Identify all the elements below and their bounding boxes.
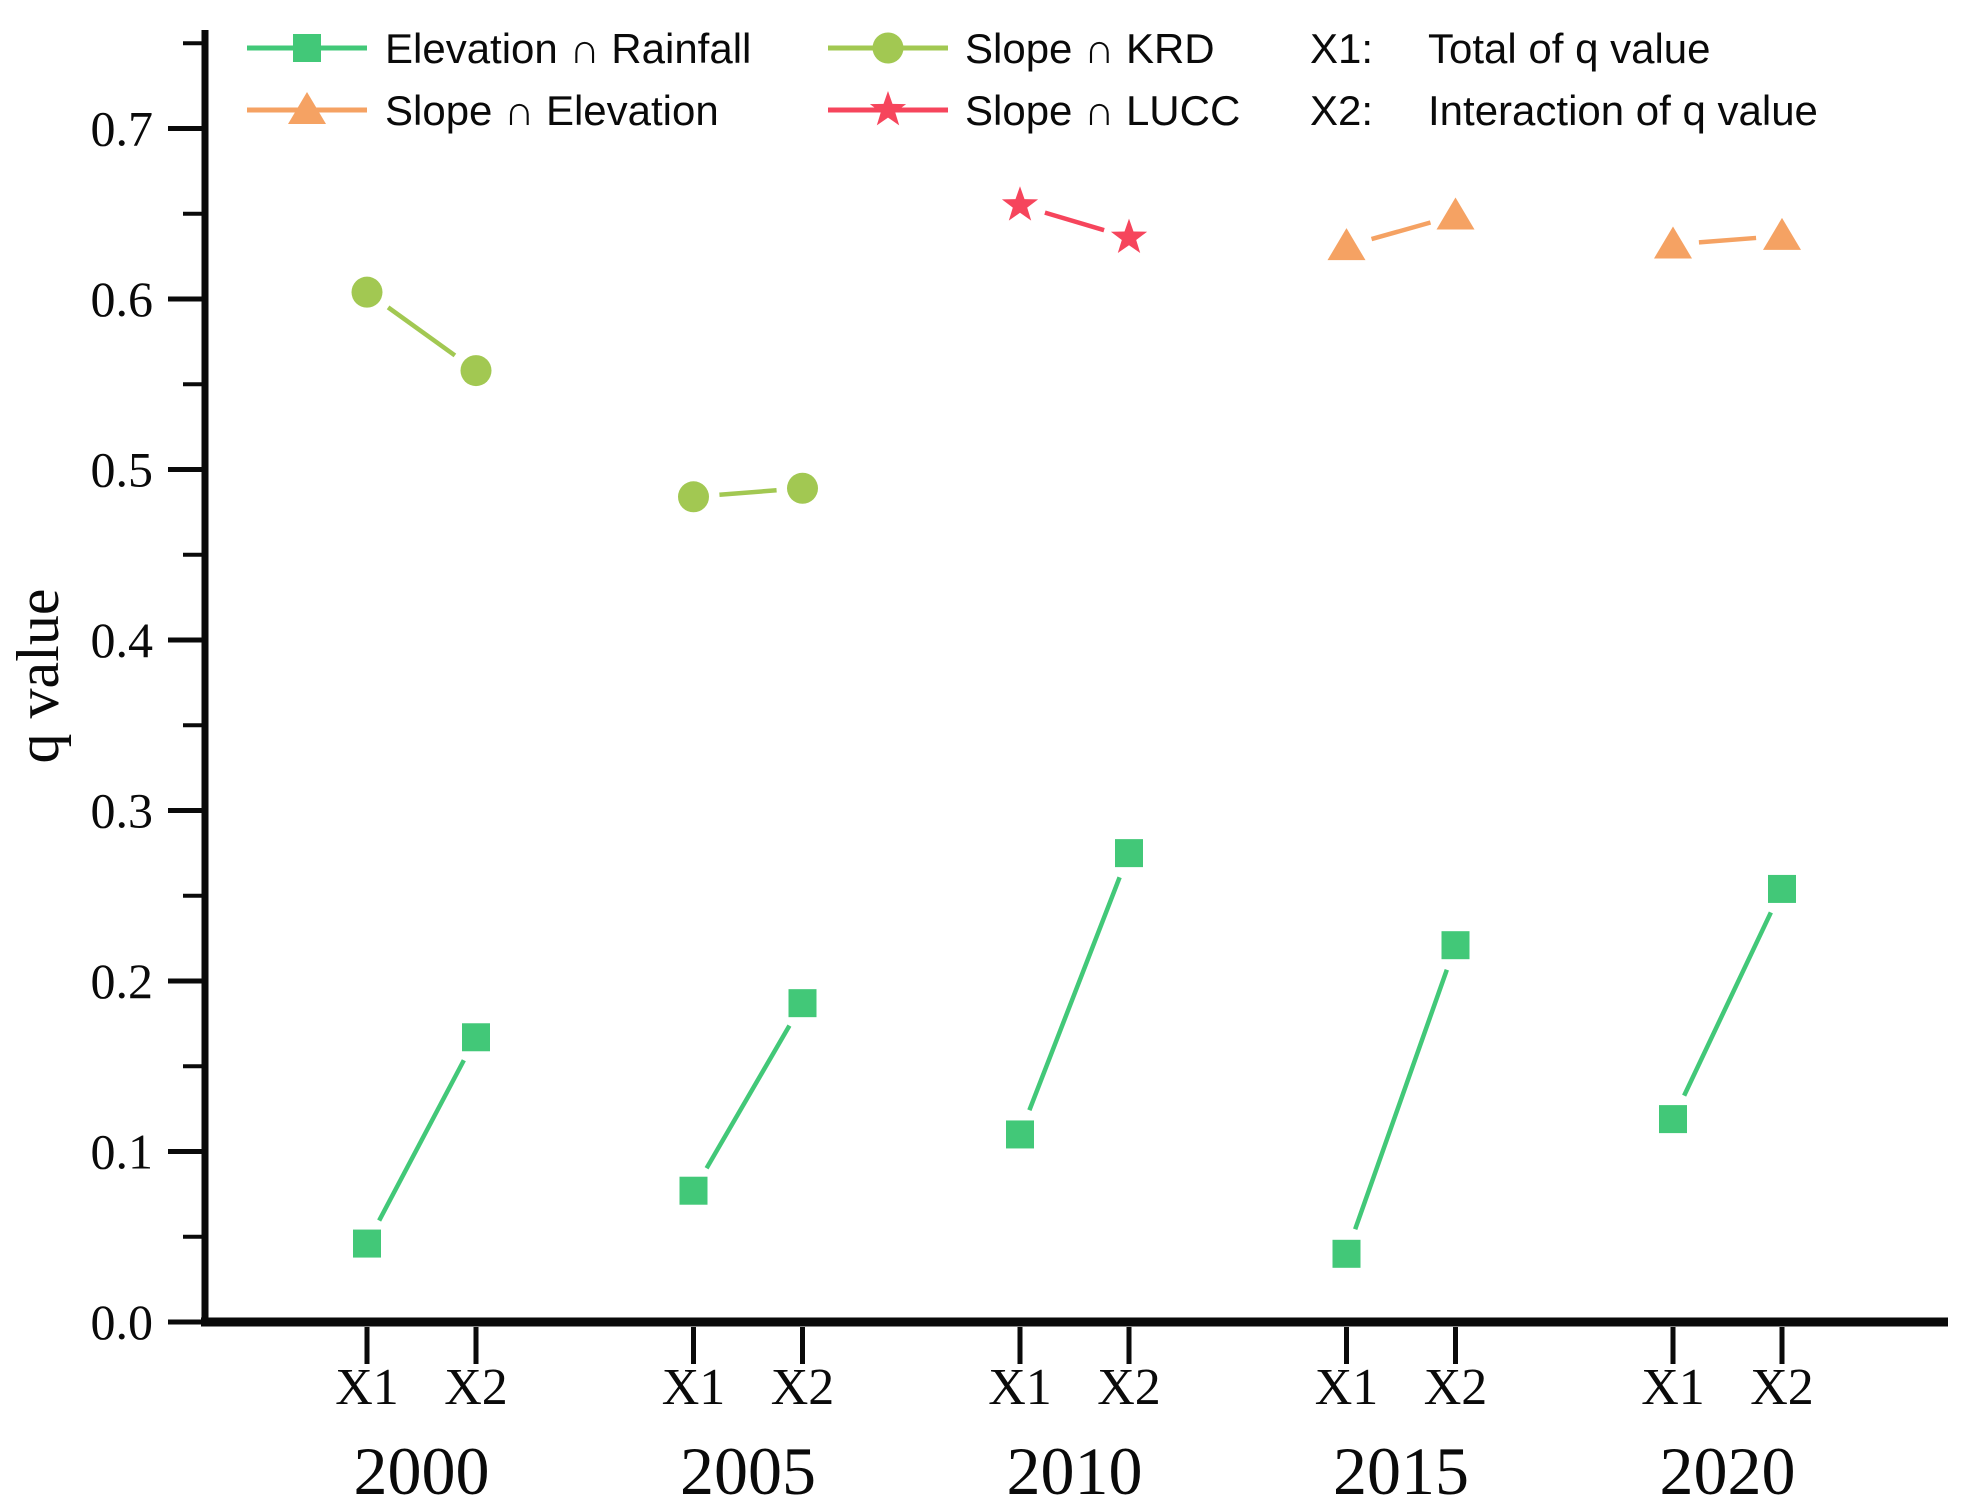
circle-marker: [460, 355, 492, 387]
square-marker: [462, 1023, 490, 1052]
year-label: 2015: [1333, 1433, 1469, 1506]
legend-note-prefix: X1:: [1310, 25, 1373, 72]
circle-marker: [351, 276, 383, 308]
series-segment: [1682, 911, 1773, 1097]
year-label: 2005: [680, 1433, 816, 1506]
circle-marker: [787, 472, 818, 504]
legend-note-text: Interaction of q value: [1428, 87, 1818, 134]
y-tick-label: 0.5: [91, 442, 154, 498]
triangle-marker: [1763, 217, 1801, 250]
square-marker: [1768, 874, 1796, 903]
circle-marker: [678, 481, 709, 513]
legend-label: Slope ∩ LUCC: [965, 87, 1240, 134]
x-sub-label: X1: [1315, 1359, 1379, 1416]
legend-square-marker: [293, 34, 321, 62]
square-marker: [1115, 839, 1143, 868]
legend-star-marker: [869, 91, 907, 126]
y-tick-label: 0.2: [91, 953, 154, 1009]
x-sub-label: X1: [988, 1359, 1052, 1416]
series-segment: [704, 1024, 792, 1170]
square-marker: [788, 989, 817, 1018]
legend-triangle-marker: [288, 92, 326, 124]
x-sub-label: X2: [1750, 1359, 1814, 1416]
y-tick-label: 0.4: [91, 612, 154, 668]
y-axis-title: q value: [5, 589, 71, 764]
year-label: 2010: [1007, 1433, 1143, 1506]
series-segment: [1027, 876, 1122, 1112]
x-sub-label: X2: [771, 1359, 835, 1416]
square-marker: [1332, 1239, 1361, 1268]
year-label: 2020: [1660, 1433, 1796, 1506]
square-marker: [1441, 931, 1470, 960]
triangle-marker: [1436, 197, 1475, 230]
legend-note-text: Total of q value: [1428, 25, 1711, 72]
y-tick-label: 0.0: [91, 1294, 154, 1350]
y-tick-label: 0.6: [91, 271, 154, 327]
square-marker: [679, 1176, 708, 1205]
x-sub-label: X1: [1641, 1359, 1705, 1416]
triangle-marker: [1654, 226, 1692, 259]
legend-note-prefix: X2:: [1310, 87, 1373, 134]
star-marker: [1110, 218, 1148, 253]
x-sub-label: X1: [335, 1359, 399, 1416]
square-marker: [353, 1229, 381, 1258]
legend-circle-marker: [872, 32, 904, 64]
year-label: 2000: [354, 1433, 490, 1506]
y-tick-label: 0.1: [91, 1124, 154, 1180]
series-segment: [386, 305, 457, 358]
legend-label: Slope ∩ Elevation: [385, 87, 719, 134]
series-segment: [719, 488, 777, 497]
y-tick-label: 0.3: [91, 783, 154, 839]
y-tick-label: 0.7: [91, 101, 154, 157]
series-segment: [1698, 235, 1757, 245]
star-marker: [1001, 186, 1039, 221]
chart-plot-area: 0.0 0.1 0.2 0.3 0.4 0.5 0.6 0.7 X1 X2 2000 X1 X2 2005…: [91, 25, 1948, 1506]
x-sub-label: X2: [444, 1359, 508, 1416]
x-sub-label: X1: [662, 1359, 726, 1416]
triangle-marker: [1327, 228, 1366, 261]
legend-label: Slope ∩ KRD: [965, 25, 1215, 72]
legend-label: Elevation ∩ Rainfall: [385, 25, 751, 72]
x-sub-label: X2: [1097, 1359, 1161, 1416]
square-marker: [1006, 1120, 1034, 1149]
square-marker: [1659, 1105, 1687, 1134]
series-segment: [377, 1059, 466, 1222]
series-segment: [1370, 220, 1432, 242]
series-segment: [1353, 968, 1449, 1231]
series-segment: [1044, 210, 1105, 233]
x-sub-label: X2: [1424, 1359, 1488, 1416]
